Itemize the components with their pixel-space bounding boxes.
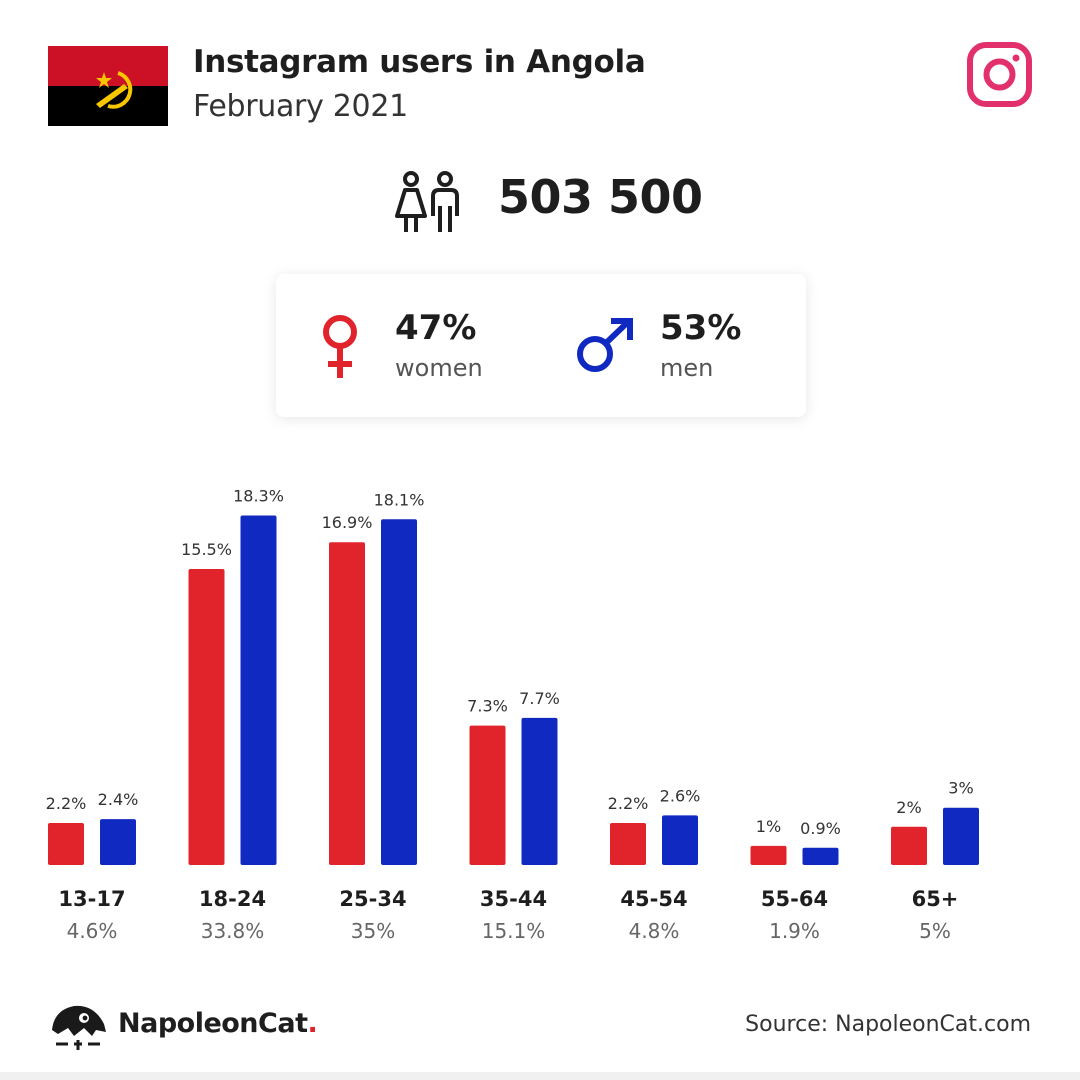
women-label: women [395,354,483,382]
age-group-label: 65+ [912,887,959,911]
bar-label-women-18-24: 15.5% [181,540,232,559]
bar-label-women-45-54: 2.2% [608,794,649,813]
bar-women-35-44 [469,725,506,865]
angola-flag-icon [48,46,168,126]
age-group-total: 35% [351,919,395,943]
bar-men-35-44 [521,717,558,865]
age-group-label: 45-54 [620,887,687,911]
bar-men-65+ [943,807,979,865]
bar-label-women-35-44: 7.3% [467,697,508,716]
bar-label-women-13-17: 2.2% [46,794,87,813]
men-label: men [660,354,714,382]
brand-name: NapoleonCat. [118,1008,318,1039]
age-group-label: 13-17 [58,887,125,911]
brand-dot: . [307,1008,318,1039]
total-users-value: 503 500 [498,170,703,224]
bar-women-45-54 [610,822,646,865]
bar-label-men-65+: 3% [948,779,973,798]
instagram-icon [967,42,1032,107]
age-group-total: 4.8% [629,919,680,943]
bar-label-women-65+: 2% [896,798,921,817]
age-group-total: 33.8% [201,919,265,943]
bar-men-55-64 [802,847,839,865]
gender-split-card [276,274,806,417]
bar-men-13-17 [100,819,136,865]
age-group-label: 35-44 [480,887,547,911]
women-percent: 47% [395,308,477,348]
bar-label-women-25-34: 16.9% [322,513,373,532]
source-credit: Source: NapoleonCat.com [745,1012,1031,1037]
age-group-label: 25-34 [339,887,406,911]
bar-men-18-24 [240,515,277,865]
bottom-strip [0,1072,1080,1080]
age-group-label: 55-64 [761,887,828,911]
bar-label-men-18-24: 18.3% [233,486,284,505]
bar-label-men-25-34: 18.1% [374,490,425,509]
bar-women-13-17 [48,822,84,865]
people-icon [395,171,459,232]
bar-label-men-55-64: 0.9% [800,819,841,838]
bar-label-men-45-54: 2.6% [660,786,701,805]
bar-women-55-64 [750,845,787,865]
brand-name-text: NapoleonCat [118,1008,308,1039]
bar-men-25-34 [381,519,417,865]
bar-label-men-13-17: 2.4% [98,790,139,809]
page-subtitle: February 2021 [193,89,408,124]
bar-women-25-34 [329,542,365,865]
bar-label-men-35-44: 7.7% [519,689,560,708]
age-group-total: 5% [919,919,951,943]
men-percent: 53% [660,308,742,348]
age-group-total: 4.6% [67,919,118,943]
bar-women-18-24 [188,568,225,865]
age-group-label: 18-24 [199,887,266,911]
male-symbol-icon [577,318,633,372]
bar-men-45-54 [662,815,698,865]
bar-label-women-55-64: 1% [756,817,781,836]
female-symbol-icon [323,315,357,378]
age-group-total: 15.1% [482,919,546,943]
page-title: Instagram users in Angola [193,44,646,80]
napoleoncat-logo-icon [52,1005,106,1050]
age-gender-bar-chart: 2.2% 2.4% 13-17 4.6% 15.5% 18.3% 18-24 33.8% 16.… [46,486,979,943]
age-group-total: 1.9% [769,919,820,943]
bar-women-65+ [891,826,927,865]
